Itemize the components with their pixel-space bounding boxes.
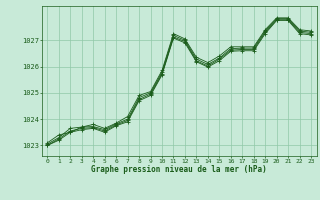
X-axis label: Graphe pression niveau de la mer (hPa): Graphe pression niveau de la mer (hPa) [91, 165, 267, 174]
